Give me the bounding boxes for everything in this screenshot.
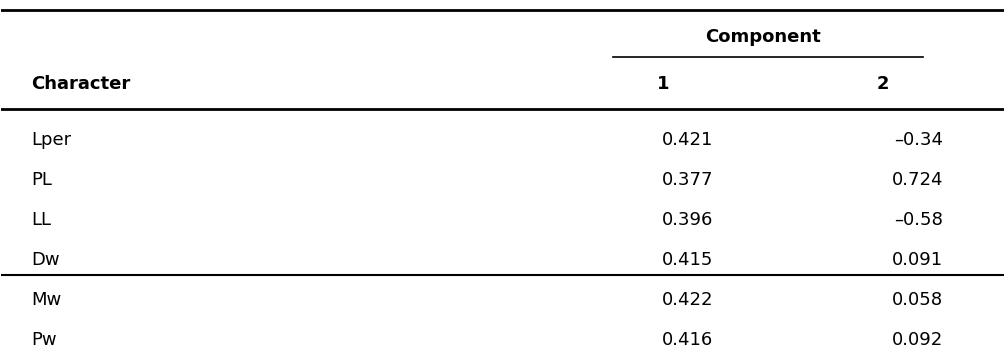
Text: 0.058: 0.058 bbox=[892, 291, 944, 309]
Text: 0.091: 0.091 bbox=[892, 251, 944, 269]
Text: Lper: Lper bbox=[31, 131, 71, 149]
Text: Mw: Mw bbox=[31, 291, 61, 309]
Text: 0.421: 0.421 bbox=[661, 131, 713, 149]
Text: 0.415: 0.415 bbox=[661, 251, 713, 269]
Text: –0.58: –0.58 bbox=[894, 211, 944, 229]
Text: 0.416: 0.416 bbox=[661, 332, 713, 349]
Text: 1: 1 bbox=[656, 75, 669, 94]
Text: Pw: Pw bbox=[31, 332, 57, 349]
Text: 0.377: 0.377 bbox=[661, 171, 713, 189]
Text: 2: 2 bbox=[877, 75, 889, 94]
Text: Character: Character bbox=[31, 75, 131, 94]
Text: Component: Component bbox=[706, 28, 821, 46]
Text: –0.34: –0.34 bbox=[894, 131, 944, 149]
Text: 0.092: 0.092 bbox=[892, 332, 944, 349]
Text: Dw: Dw bbox=[31, 251, 60, 269]
Text: 0.396: 0.396 bbox=[661, 211, 713, 229]
Text: LL: LL bbox=[31, 211, 51, 229]
Text: PL: PL bbox=[31, 171, 52, 189]
Text: 0.422: 0.422 bbox=[661, 291, 713, 309]
Text: 0.724: 0.724 bbox=[892, 171, 944, 189]
